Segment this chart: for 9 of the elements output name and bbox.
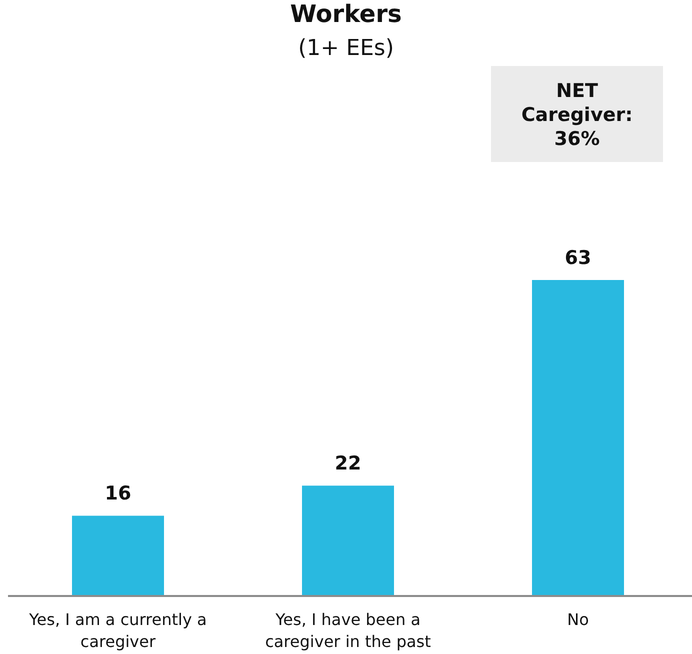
x-tick-label: Yes, I am a currently a caregiver (28, 610, 207, 651)
x-tick-label: Yes, I have been a caregiver in the past (265, 610, 431, 651)
x-tick-label: No (567, 610, 589, 629)
data-label: 16 (104, 482, 132, 505)
text: NET Caregiver: 36% (521, 80, 633, 150)
chart-subtitle: (1+ EEs) (298, 36, 394, 61)
data-label: 63 (564, 247, 592, 269)
data-label: 22 (334, 452, 362, 475)
chart-title: Workers (290, 0, 402, 28)
